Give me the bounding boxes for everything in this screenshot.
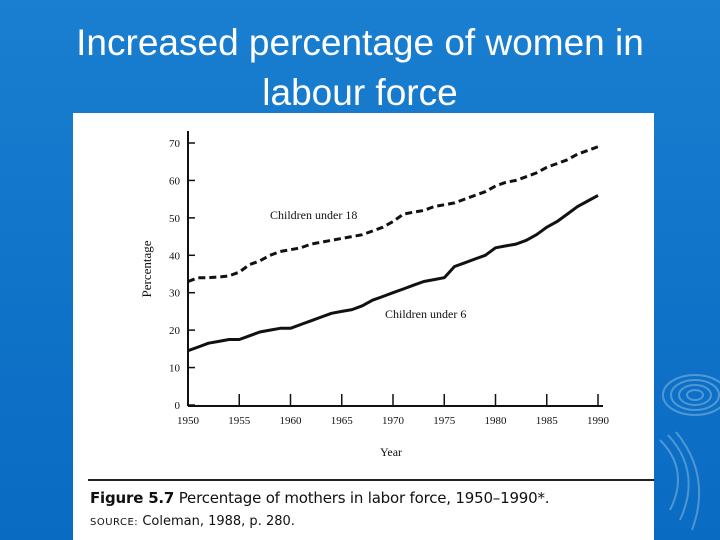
series-line-children-under-18 <box>187 145 599 283</box>
slide-title-line-2: labour force <box>262 72 458 113</box>
y-tick-label: 70 <box>169 138 181 150</box>
figure-caption: Figure 5.7 Percentage of mothers in labo… <box>90 489 550 507</box>
swirl-decoration-icon <box>659 374 720 531</box>
series-label-under-18: Children under 18 <box>270 208 357 222</box>
x-axis-ticks: 1950 1955 1960 1965 1970 1975 1980 1985 1990 <box>177 394 610 427</box>
x-tick-label: 1975 <box>433 415 456 427</box>
caption-divider <box>88 479 654 481</box>
slide-title: Increased percentage of women in labour … <box>0 18 720 118</box>
slide-title-line-1: Increased percentage of women in <box>76 22 644 63</box>
x-axis-label: Year <box>380 445 402 459</box>
x-tick-label: 1960 <box>280 415 303 427</box>
figure-caption-text: Percentage of mothers in labor force, 19… <box>178 489 550 507</box>
x-tick-label: 1980 <box>485 415 508 427</box>
figure-card: 0 10 20 30 40 50 60 70 1950 1955 1960 1965 1970 1975… <box>73 113 654 540</box>
x-tick-label: 1950 <box>177 415 200 427</box>
x-tick-label: 1955 <box>228 415 251 427</box>
x-tick-label: 1965 <box>331 415 354 427</box>
figure-source: SOURCE: Coleman, 1988, p. 280. <box>90 514 295 529</box>
series-label-under-6: Children under 6 <box>385 307 466 321</box>
y-tick-label: 60 <box>169 175 181 187</box>
source-text: Coleman, 1988, p. 280. <box>142 514 295 529</box>
x-tick-label: 1985 <box>536 415 559 427</box>
y-tick-label: 0 <box>175 400 181 412</box>
y-tick-label: 40 <box>169 250 181 262</box>
series-lines <box>187 145 599 353</box>
y-tick-label: 50 <box>169 213 181 225</box>
figure-number: Figure 5.7 <box>90 489 175 507</box>
y-axis-label: Percentage <box>139 240 154 297</box>
chart: 0 10 20 30 40 50 60 70 1950 1955 1960 1965 1970 1975… <box>139 131 610 459</box>
series-line-children-under-6 <box>187 194 599 353</box>
x-tick-label: 1990 <box>587 415 610 427</box>
source-label: SOURCE: <box>90 517 139 528</box>
x-tick-label: 1970 <box>382 415 405 427</box>
y-tick-label: 10 <box>169 363 181 375</box>
y-tick-label: 30 <box>169 288 181 300</box>
y-tick-label: 20 <box>169 325 181 337</box>
y-axis-ticks: 0 10 20 30 40 50 60 70 <box>169 138 195 412</box>
